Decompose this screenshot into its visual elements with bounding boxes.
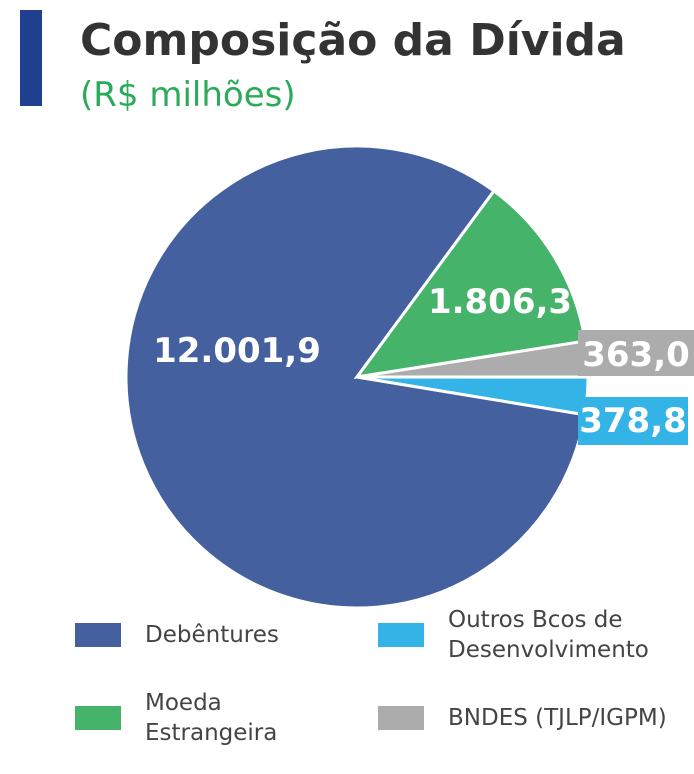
legend-label: BNDES (TJLP/IGPM) [448,705,667,731]
chart-subtitle: (R$ milhões) [80,75,296,115]
legend-swatch [75,623,121,647]
pie-slice [353,188,587,380]
legend-item: Outros Bcos de Desenvolvimento [378,605,678,665]
legend-item: Moeda Estrangeira [75,688,278,748]
data-label: 363,0 [582,335,690,375]
title-accent [20,10,42,106]
data-label: 378,8 [579,401,687,441]
label-box [578,397,688,445]
label-box [578,330,694,376]
legend-swatch [378,623,424,647]
legend-label: Moeda Estrangeira [145,690,278,746]
legend-label: Outros Bcos de Desenvolvimento [448,607,649,663]
legend-item: Debêntures [75,605,279,665]
legend-swatch [75,706,121,730]
data-label: 12.001,9 [153,331,321,371]
legend-label: Debêntures [145,622,279,648]
data-label: 1.806,3 [428,282,572,322]
legend-item: BNDES (TJLP/IGPM) [378,688,667,748]
legend-swatch [378,706,424,730]
chart-title: Composição da Dívida [80,15,626,66]
